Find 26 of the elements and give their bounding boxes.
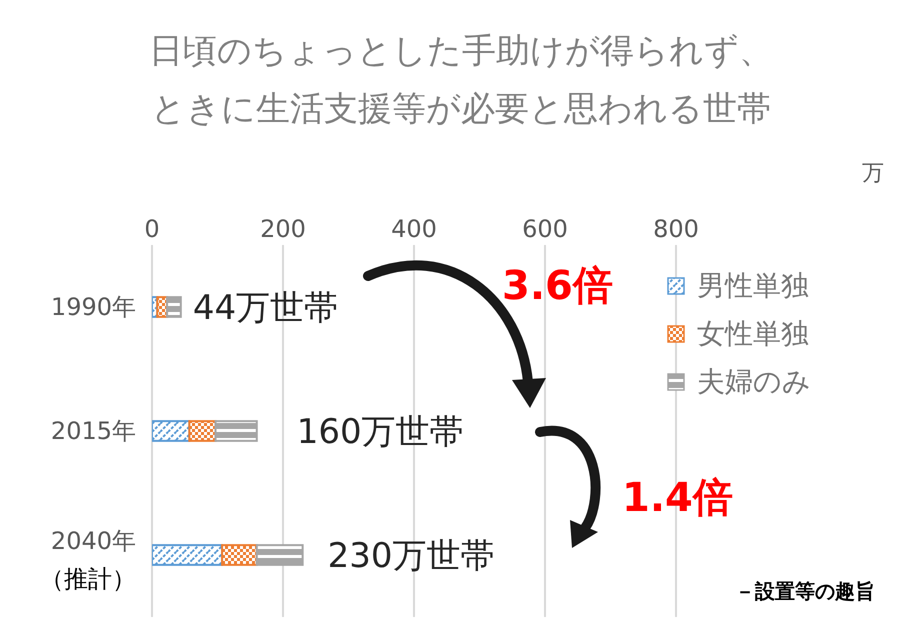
chart-title: 日頃のちょっとした手助けが得られず、ときに生活支援等が必要と思われる世帯 bbox=[148, 30, 774, 131]
x-tick-label: 0 bbox=[144, 215, 160, 243]
total-label: 230万世帯 bbox=[328, 536, 495, 576]
annotation: 3.6倍 bbox=[502, 262, 613, 311]
total-label: 160万世帯 bbox=[296, 412, 464, 452]
y-tick-label: 2040年（推計） bbox=[40, 527, 136, 593]
x-tick-label: 400 bbox=[391, 215, 437, 243]
legend-label: 夫婦のみ bbox=[697, 364, 811, 400]
y-tick-label: 2015年 bbox=[50, 417, 136, 445]
x-tick-label: 600 bbox=[522, 215, 568, 243]
x-tick-label: 800 bbox=[653, 215, 699, 243]
legend-label: 女性単独 bbox=[697, 316, 809, 352]
legend-label: 男性単独 bbox=[697, 268, 809, 304]
bar bbox=[152, 420, 190, 442]
annotation: 1.4倍 bbox=[622, 474, 733, 523]
bar bbox=[188, 420, 217, 442]
y-tick-label: 1990年 bbox=[50, 293, 136, 321]
total-label: 44万世帯 bbox=[192, 288, 338, 328]
bar bbox=[152, 544, 224, 566]
bar bbox=[166, 296, 182, 318]
text: －設置等の趣旨 bbox=[735, 578, 875, 605]
bar bbox=[214, 420, 258, 442]
bar bbox=[221, 544, 258, 566]
x-tick-label: 200 bbox=[260, 215, 306, 243]
bar bbox=[256, 544, 304, 566]
text: 万 bbox=[862, 160, 884, 188]
